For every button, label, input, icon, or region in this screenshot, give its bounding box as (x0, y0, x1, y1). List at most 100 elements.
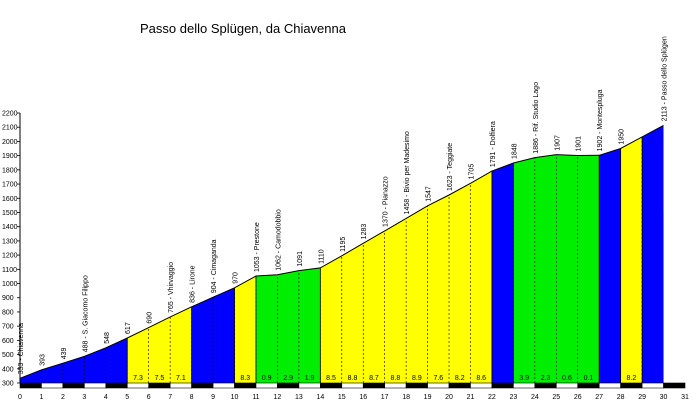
profile-segment-8 (513, 154, 600, 383)
km-bar-cell (534, 382, 557, 389)
gradient-label: 7.3 (133, 375, 143, 382)
x-tick-label: 12 (274, 394, 282, 401)
elevation-label: 1791 - Dolfiera (490, 121, 497, 167)
elevation-label: 1886 - Rif. Studio Lago (533, 82, 540, 154)
x-tick-label: 5 (125, 394, 129, 401)
profile-segment-5 (255, 267, 321, 383)
y-tick-label: 2000 (2, 139, 18, 146)
y-tick-label: 2100 (2, 125, 18, 132)
gradient-label: 7.5 (155, 375, 165, 382)
x-tick-label: 17 (381, 394, 389, 401)
elevation-label: 1901 (576, 136, 583, 152)
elevation-label: 765 - Vhirvaggio (168, 262, 175, 313)
y-tick-label: 1700 (2, 182, 18, 189)
x-tick-label: 14 (316, 394, 324, 401)
km-bar-cell (320, 382, 343, 389)
x-tick-label: 4 (104, 394, 108, 401)
x-tick-label: 2 (61, 394, 65, 401)
profile-areas (19, 124, 664, 384)
km-bar-cell (663, 382, 686, 389)
gradient-label: 8.6 (476, 375, 486, 382)
x-tick-label: 21 (467, 394, 475, 401)
elevation-label: 836 - Lirone (190, 265, 197, 302)
gradient-label: 8.7 (369, 375, 379, 382)
km-bar-cell (620, 382, 643, 389)
elevation-label: 1062 - Camodobbio (275, 209, 282, 271)
y-tick-label: 2200 (2, 111, 18, 118)
km-bar-cell (148, 382, 171, 389)
km-bar-cell (191, 382, 214, 389)
elevation-label: 1902 - Montespluga (597, 89, 604, 151)
elevation-label: 548 (104, 332, 111, 344)
y-tick-label: 1200 (2, 253, 18, 260)
profile-segment-2 (127, 306, 192, 383)
gradient-label: 2.9 (283, 375, 293, 382)
x-tick-label: 26 (574, 394, 582, 401)
gradient-label: 7.6 (433, 375, 443, 382)
gradient-label: 8.9 (412, 375, 422, 382)
elevation-label: 1458 - Bivio per Madesimo (404, 131, 411, 214)
gradient-label: 8.8 (348, 375, 358, 382)
km-bar-cell (555, 382, 579, 389)
km-bar-cell (341, 382, 364, 389)
km-bar-cell (234, 382, 257, 389)
km-bar-cell (362, 382, 385, 389)
elevation-label: 1907 (554, 135, 561, 151)
km-bar-cell (277, 382, 300, 389)
gradient-label: 8.2 (627, 375, 637, 382)
km-bar-cell (384, 382, 407, 389)
x-tick-label: 0 (18, 394, 22, 401)
x-tick-label: 7 (168, 394, 172, 401)
km-bar-cell (577, 382, 600, 389)
elevation-label: 1110 (318, 249, 325, 264)
x-tick-label: 29 (638, 394, 646, 401)
y-tick-label: 1000 (2, 281, 18, 288)
km-bar-cell (126, 382, 150, 389)
x-tick-label: 31 (681, 394, 689, 401)
x-tick-label: 3 (82, 394, 86, 401)
x-tick-label: 15 (338, 394, 346, 401)
x-tick-label: 13 (295, 394, 303, 401)
elevation-label: 488 - S. Giacomo Filippo (82, 275, 89, 352)
elevation-label: 1195 (340, 237, 347, 252)
km-bar-cell (105, 382, 128, 389)
y-tick-label: 1400 (2, 224, 18, 231)
y-tick-label: 1900 (2, 153, 18, 160)
elevation-label: 1053 - Prestone (254, 222, 261, 272)
x-tick-label: 22 (488, 394, 496, 401)
x-tick-label: 24 (531, 394, 539, 401)
elevation-label: 333 - Chiavenna (18, 323, 25, 374)
elevation-label: 1283 (361, 224, 368, 240)
km-bar-cell (405, 382, 428, 389)
elevation-labels: 333 - Chiavenna 393 439 488 - S. Giacomo Fi… (18, 36, 669, 374)
km-bar-cell (298, 382, 321, 389)
elevation-label: 1705 (468, 164, 475, 180)
x-tick-label: 6 (147, 394, 151, 401)
km-bar-cell (598, 382, 621, 389)
km-bar-cell (513, 382, 536, 389)
gradient-label: 0.1 (584, 375, 594, 382)
x-tick-label: 30 (660, 394, 668, 401)
gradient-label: 0.6 (562, 375, 572, 382)
elevation-label: 1848 (511, 143, 518, 159)
km-lines (19, 136, 643, 383)
km-bar-cell (255, 382, 278, 389)
km-bar-cell (641, 382, 664, 389)
y-tick-label: 300 (2, 381, 14, 388)
x-tick-label: 10 (231, 394, 239, 401)
gradient-label: 2.3 (541, 375, 551, 382)
profile-segment-3 (191, 287, 235, 383)
profile-segment-10 (620, 136, 643, 383)
y-tick-label: 700 (2, 324, 14, 331)
profile-segment-4 (234, 276, 256, 383)
elevation-label: 393 (39, 354, 46, 366)
gradient-label: 3.9 (519, 375, 529, 382)
elevation-label: 904 - Cimaganda (211, 239, 218, 293)
elevation-label: 1547 (426, 186, 433, 202)
elevation-label: 617 (125, 322, 132, 334)
x-tick-label: 18 (402, 394, 410, 401)
elevation-label: 1370 - Pianazzo (383, 176, 390, 227)
gradient-label: 1.9 (305, 375, 315, 382)
gradient-label: 8.3 (240, 375, 250, 382)
km-bar-cell (19, 382, 42, 389)
